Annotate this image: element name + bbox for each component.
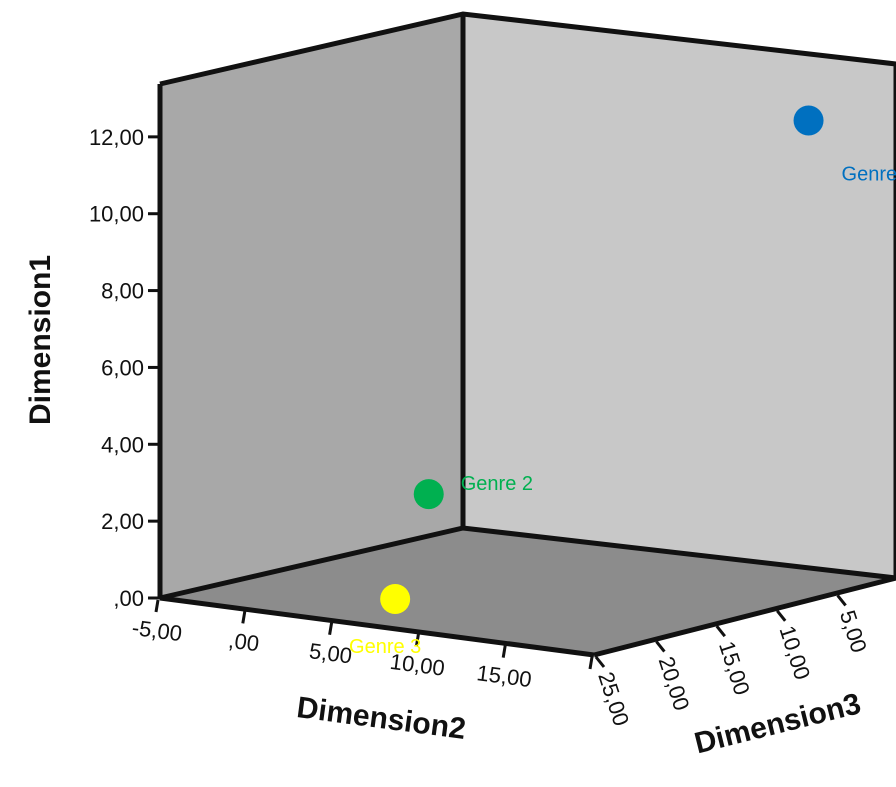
z-axis: ,00 2,00 4,00 6,00 8,00 10,00 12,00 — [89, 125, 160, 611]
z-tick-label: ,00 — [113, 586, 144, 611]
x-tick — [501, 645, 507, 658]
z-tick-label: 6,00 — [101, 355, 144, 380]
frame-floor-back — [159, 525, 896, 601]
x-tick-label: 5,00 — [308, 638, 354, 668]
x-tick — [328, 622, 334, 636]
x-tick-label: -5,00 — [130, 615, 183, 646]
frame-floor-front-y — [593, 575, 896, 658]
point-label: Genre 2 — [461, 473, 533, 495]
x-tick-label: 15,00 — [475, 660, 533, 692]
y-tick — [655, 640, 666, 653]
frame-floor-front-x — [159, 595, 595, 658]
x-tick — [241, 611, 247, 624]
y-tick — [594, 656, 606, 668]
z-tick-label: 8,00 — [101, 279, 144, 304]
y-tick-label: 25,00 — [593, 669, 634, 729]
y-tick-label: 20,00 — [654, 653, 695, 713]
y-tick — [836, 594, 847, 607]
x-tick — [414, 633, 420, 647]
y-tick-label: 10,00 — [774, 623, 815, 683]
z-axis-title: Dimension1 — [24, 255, 57, 425]
y-tick-label: 5,00 — [835, 607, 872, 655]
x-axis: -5,00,00 5,00 10,00 15,00 — [130, 599, 594, 692]
x-axis-title: Dimension2 — [295, 691, 468, 746]
z-tick-label: 4,00 — [101, 432, 144, 457]
point-label: Genre 1 — [842, 163, 896, 185]
y-axis-title: Dimension3 — [691, 687, 864, 760]
point-label: Genre 3 — [349, 636, 421, 658]
y-tick — [715, 625, 726, 638]
data-point — [413, 479, 444, 510]
data-point — [793, 105, 824, 136]
left-wall — [160, 14, 463, 598]
z-tick-label: 12,00 — [89, 125, 144, 150]
x-tick-label: ,00 — [227, 628, 261, 657]
z-tick-label: 2,00 — [101, 509, 144, 534]
y-tick-label: 15,00 — [714, 638, 755, 698]
x-tick — [588, 656, 594, 670]
data-point — [380, 584, 411, 615]
y-tick — [776, 609, 787, 622]
back-wall — [463, 14, 896, 578]
x-tick — [154, 599, 160, 613]
z-tick-label: 10,00 — [89, 202, 144, 227]
data-points: Genre 1 Genre 2 Genre 3 — [349, 105, 896, 658]
